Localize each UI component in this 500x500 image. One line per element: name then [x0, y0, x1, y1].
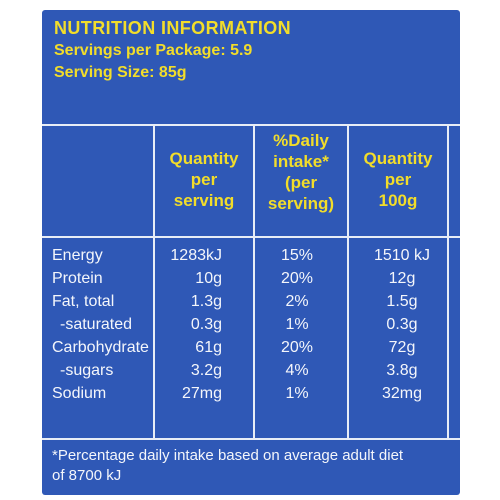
quantity-per-100g: 0.3g — [386, 316, 418, 333]
table-row: Protein 10g 20% 12g — [42, 267, 460, 290]
header-line: Quantity — [169, 149, 239, 168]
header-line: serving — [173, 191, 235, 210]
table-row: -saturated 0.3g 1% 0.3g — [42, 313, 460, 336]
header-line: serving) — [267, 194, 335, 213]
nutrient-name: -saturated — [60, 316, 133, 333]
quantity-per-100g: 1.5g — [386, 293, 418, 310]
quantity-per-serving: 10g — [195, 270, 222, 287]
quantity-per-serving: 27mg — [181, 385, 222, 402]
quantity-per-100g: 12g — [388, 270, 416, 287]
column-divider — [347, 126, 349, 438]
header-line: %Daily — [273, 131, 329, 150]
table-row: Energy 1283kJ 15% 1510 kJ — [42, 244, 460, 267]
nutrition-panel: NUTRITION INFORMATION Servings per Packa… — [42, 10, 460, 495]
nutrient-name: Protein — [52, 270, 103, 287]
column-header-per-100g: Quantity per 100g — [349, 148, 447, 211]
nutrient-name: Fat, total — [52, 293, 115, 310]
daily-intake-percent: 20% — [280, 339, 314, 356]
table-row: Fat, total 1.3g 2% 1.5g — [42, 290, 460, 313]
quantity-per-serving: 61g — [195, 339, 222, 356]
header-line: 100g — [378, 191, 418, 210]
quantity-per-serving: 1.3g — [190, 293, 222, 310]
servings-per-package: Servings per Package: 5.9 — [54, 42, 253, 59]
nutrition-header: NUTRITION INFORMATION Servings per Packa… — [54, 16, 291, 84]
quantity-per-100g: 3.8g — [386, 362, 418, 379]
header-line: per — [190, 170, 218, 189]
nutrient-name: -sugars — [60, 362, 114, 379]
table-row: -sugars 3.2g 4% 3.8g — [42, 359, 460, 382]
panel-title: NUTRITION INFORMATION — [54, 18, 292, 38]
column-divider — [253, 126, 255, 438]
nutrient-name: Carbohydrate — [52, 339, 149, 356]
quantity-per-100g: 32mg — [381, 385, 423, 402]
nutrient-name: Sodium — [52, 385, 107, 402]
quantity-per-serving: 0.3g — [190, 316, 222, 333]
header-line: intake* — [273, 152, 329, 171]
daily-intake-percent: 4% — [285, 362, 309, 379]
nutrition-table: Quantity per serving %Daily intake* (per… — [42, 124, 460, 440]
nutrient-name: Energy — [52, 247, 103, 264]
header-line: per — [384, 170, 412, 189]
daily-intake-percent: 20% — [280, 270, 314, 287]
table-row: Carbohydrate 61g 20% 72g — [42, 336, 460, 359]
column-header-per-serving: Quantity per serving — [155, 148, 253, 211]
quantity-per-serving: 1283kJ — [170, 247, 222, 264]
column-header-daily-intake: %Daily intake* (per serving) — [255, 130, 347, 214]
footnote: *Percentage daily intake based on averag… — [52, 446, 452, 486]
daily-intake-percent: 2% — [285, 293, 309, 310]
column-divider — [447, 126, 449, 438]
footnote-line: *Percentage daily intake based on averag… — [52, 447, 404, 464]
quantity-per-100g: 72g — [388, 339, 416, 356]
serving-size: Serving Size: 85g — [54, 64, 187, 81]
header-divider — [42, 236, 460, 238]
header-line: Quantity — [363, 149, 433, 168]
daily-intake-percent: 1% — [285, 385, 309, 402]
footnote-line: of 8700 kJ — [52, 467, 122, 484]
daily-intake-percent: 1% — [285, 316, 309, 333]
column-divider — [153, 126, 155, 438]
daily-intake-percent: 15% — [280, 247, 314, 264]
quantity-per-100g: 1510 kJ — [373, 247, 431, 264]
quantity-per-serving: 3.2g — [190, 362, 222, 379]
header-line: (per — [284, 173, 318, 192]
table-row: Sodium 27mg 1% 32mg — [42, 382, 460, 405]
